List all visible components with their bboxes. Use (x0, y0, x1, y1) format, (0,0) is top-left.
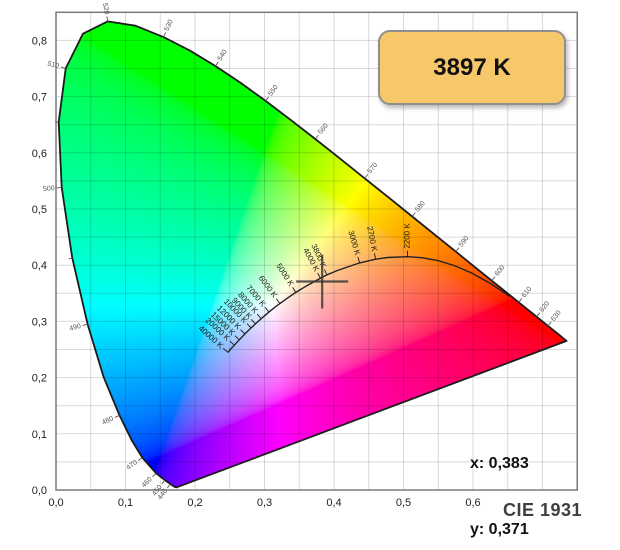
wavelength-tick-570 (364, 174, 369, 179)
planckian-locus-curve (227, 255, 511, 353)
wavelength-tick-450 (161, 479, 166, 485)
wavelength-label-480: 480 (101, 415, 115, 426)
cct-label-2200: 2200 K (402, 223, 411, 249)
readout-x-value: x: 0,383 (470, 455, 529, 472)
x-axis-label-0,6: 0,6 (465, 497, 480, 509)
wavelength-tick-440 (166, 483, 171, 489)
wavelength-tick-495 (68, 257, 73, 260)
y-axis-label-0,5: 0,5 (32, 204, 47, 216)
wavelength-tick-530 (163, 32, 167, 38)
wavelength-tick-620 (536, 312, 541, 318)
wavelength-label-620: 620 (539, 300, 552, 314)
wavelength-label-630: 630 (550, 309, 563, 323)
wavelength-label-610: 610 (521, 286, 534, 300)
y-axis-label-0,6: 0,6 (32, 148, 47, 160)
x-axis-label-0,1: 0,1 (118, 497, 133, 509)
cct-label-5000: 5000 K (274, 262, 296, 289)
wavelength-tick-550 (265, 96, 269, 102)
wavelength-tick-470 (137, 457, 143, 461)
y-axis-label-0,4: 0,4 (32, 260, 47, 272)
wavelength-tick-520 (106, 16, 109, 22)
cct-tick-9000 (251, 319, 256, 325)
wavelength-label-470: 470 (125, 459, 139, 472)
wavelength-tick-480 (114, 415, 120, 418)
wavelength-label-520: 520 (101, 2, 110, 15)
cct-tick-8000 (256, 313, 262, 319)
cct-tick-15000 (234, 335, 240, 341)
wavelength-label-500: 500 (43, 185, 55, 193)
y-axis-label-0,0: 0,0 (32, 485, 47, 497)
y-axis-label-0,7: 0,7 (32, 92, 47, 104)
y-axis-label-0,2: 0,2 (32, 373, 47, 385)
y-axis-label-0,3: 0,3 (32, 316, 47, 328)
cct-tick-4000 (317, 272, 321, 279)
x-axis-label-0,5: 0,5 (396, 497, 411, 509)
cct-tick-40000 (222, 348, 229, 353)
wavelength-tick-610 (518, 298, 523, 303)
wavelength-tick-560 (314, 134, 319, 140)
wavelength-label-490: 490 (69, 323, 82, 333)
wavelength-tick-510 (60, 66, 66, 69)
y-axis-label-0,8: 0,8 (32, 35, 47, 47)
plot-border (55, 11, 578, 491)
wavelength-tick-630 (547, 321, 552, 327)
cct-tick-3000 (357, 257, 361, 264)
diagram-title: CIE 1931 (503, 500, 583, 520)
cct-tick-7000 (264, 307, 270, 313)
cct-badge-label: 3897 K (433, 53, 511, 81)
wavelength-label-510: 510 (47, 60, 60, 70)
wavelength-tick-590 (455, 247, 460, 252)
wavelength-label-580: 580 (414, 200, 427, 214)
wavelength-label-600: 600 (494, 264, 507, 278)
wavelength-label-550: 550 (267, 84, 280, 98)
xy-readout: x: 0,383 y: 0,371 (470, 409, 529, 550)
cct-tick-10000 (246, 323, 252, 329)
cct-tick-6000 (275, 298, 281, 304)
wavelength-tick-580 (411, 212, 416, 217)
x-axis-label-0,0: 0,0 (48, 497, 63, 509)
wavelength-tick-460 (152, 472, 157, 478)
cct-tick-20000 (229, 340, 235, 346)
wavelength-tick-540 (215, 61, 219, 67)
readout-y-value: y: 0,371 (470, 521, 529, 538)
x-axis-label-0,2: 0,2 (187, 497, 202, 509)
cct-badge: 3897 K (378, 30, 566, 105)
wavelength-label-530: 530 (164, 19, 175, 33)
cct-tick-5000 (292, 287, 297, 293)
y-axis-label-0,1: 0,1 (32, 429, 47, 441)
x-axis-label-0,3: 0,3 (257, 497, 272, 509)
wavelength-tick-600 (491, 276, 496, 281)
wavelength-label-460: 460 (141, 476, 154, 489)
wavelength-tick-490 (82, 323, 88, 326)
cct-tick-12000 (240, 329, 246, 335)
cct-label-3000: 3000 K (346, 229, 362, 257)
wavelength-label-540: 540 (217, 49, 229, 63)
x-axis-label-0,4: 0,4 (326, 497, 341, 509)
cct-tick-2700 (374, 253, 377, 260)
cct-tick-3800 (324, 269, 328, 276)
cct-label-2700: 2700 K (365, 226, 379, 253)
